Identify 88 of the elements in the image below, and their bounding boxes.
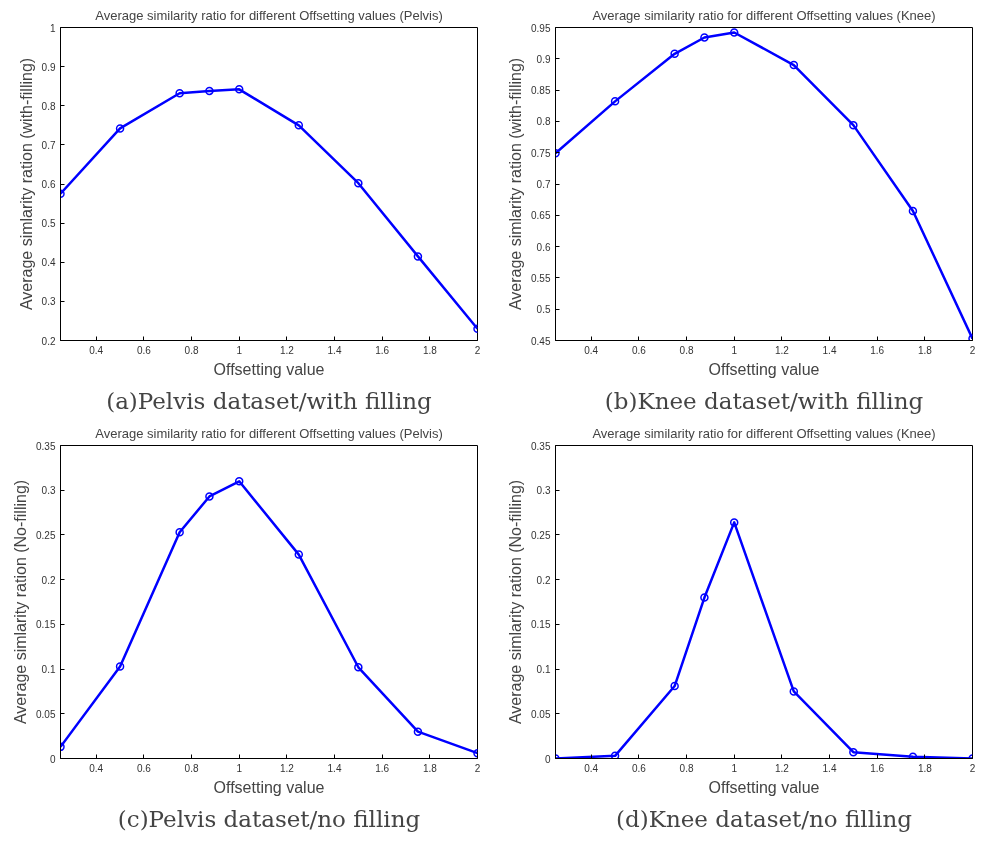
text: (b)Knee dataset/with filling	[604, 387, 924, 414]
y-tick-label: 0.2	[41, 574, 56, 586]
x-tick-label: 1	[731, 344, 738, 356]
y-tick-label: 0.9	[41, 61, 56, 73]
y-tick-label: 1	[49, 22, 56, 34]
y-tick-label: 0.65	[531, 210, 551, 222]
x-axis-title: Offsetting value	[213, 360, 325, 378]
y-tick-label: 0.35	[531, 440, 551, 452]
y-tick-label: 0.2	[536, 574, 551, 586]
x-tick-label: 1.6	[375, 344, 390, 356]
x-tick-label: 1.2	[279, 762, 295, 774]
y-tick-label: 0.5	[536, 304, 551, 316]
y-tick-label: 0.35	[36, 440, 56, 452]
y-tick-label: 0.4	[41, 257, 56, 269]
x-axis-title: Offsetting value	[213, 778, 325, 796]
y-tick-label: 0.7	[41, 139, 56, 151]
x-tick-label: 1.8	[917, 762, 933, 774]
x-tick-label: 1.6	[375, 762, 390, 774]
x-tick-label: 1.2	[774, 762, 790, 774]
text: (c)Pelvis dataset/no filling	[117, 805, 421, 832]
y-tick-label: 0.7	[536, 179, 551, 190]
y-tick-label: 0.5	[41, 218, 56, 230]
x-tick-label: 0.8	[679, 344, 694, 356]
y-tick-label: 0.75	[531, 147, 551, 159]
x-tick-label: 0.8	[184, 762, 199, 774]
y-axis-title: Average simlarity ration (No-filling)	[12, 479, 30, 725]
y-tick-label: 0.95	[531, 22, 551, 34]
x-tick-label: 0.4	[89, 344, 104, 356]
chart-title: Average similarity ratio for different Offsetting values (Pelvis)	[95, 7, 443, 23]
y-tick-label: 0.1	[536, 664, 551, 676]
x-tick-label: 1.2	[774, 344, 790, 356]
x-tick-label: 1.8	[917, 344, 933, 356]
y-axis-title: Average simlarity ration (No-filling)	[507, 479, 525, 725]
y-tick-label: 0.6	[41, 179, 56, 190]
y-tick-label: 0.3	[41, 296, 56, 308]
y-axis-title: Average simlarity ration (with-filling)	[507, 57, 525, 311]
x-tick-label: 1.6	[870, 344, 885, 356]
x-axis-title: Offsetting value	[708, 360, 820, 378]
x-tick-label: 0.6	[631, 762, 647, 774]
y-tick-label: 0.25	[531, 529, 551, 541]
x-tick-label: 0.6	[136, 344, 152, 356]
x-tick-label: 1.4	[327, 344, 342, 356]
y-tick-label: 0.15	[531, 619, 551, 631]
x-tick-label: 1.4	[822, 762, 837, 774]
x-tick-label: 2	[969, 344, 976, 356]
x-tick-label: 0.4	[584, 762, 599, 774]
y-tick-label: 0.6	[536, 241, 551, 253]
y-tick-label: 0	[49, 753, 56, 765]
y-tick-label: 0.3	[41, 485, 56, 497]
y-tick-label: 0.8	[536, 116, 551, 128]
x-tick-label: 0.8	[679, 762, 694, 774]
x-tick-label: 1	[236, 344, 243, 356]
x-tick-label: 1.8	[422, 344, 438, 356]
text: (a)Pelvis dataset/with filling	[106, 387, 433, 414]
y-tick-label: 0.2	[41, 335, 56, 347]
x-tick-label: 1	[236, 762, 243, 774]
chart-title: Average similarity ratio for different Offsetting values (Pelvis)	[95, 425, 443, 441]
y-tick-label: 0	[544, 753, 551, 765]
y-tick-label: 0.8	[41, 100, 56, 112]
x-tick-label: 2	[969, 762, 976, 774]
y-tick-label: 0.05	[36, 708, 56, 720]
x-tick-label: 1	[731, 762, 738, 774]
y-tick-label: 0.25	[36, 529, 56, 541]
x-axis-title: Offsetting value	[708, 778, 820, 796]
x-tick-label: 1.8	[422, 762, 438, 774]
y-tick-label: 0.45	[531, 335, 551, 347]
x-tick-label: 0.4	[89, 762, 104, 774]
y-tick-label: 0.55	[531, 272, 551, 284]
y-tick-label: 0.9	[536, 53, 551, 65]
text: (d)Knee dataset/no filling	[616, 805, 913, 832]
x-tick-label: 1.4	[822, 344, 837, 356]
x-tick-label: 0.8	[184, 344, 199, 356]
x-tick-label: 1.2	[279, 344, 295, 356]
x-tick-label: 2	[474, 344, 481, 356]
x-tick-label: 1.4	[327, 762, 342, 774]
x-tick-label: 0.4	[584, 344, 599, 356]
y-tick-label: 0.85	[531, 85, 551, 97]
y-tick-label: 0.3	[536, 485, 551, 497]
y-tick-label: 0.05	[531, 708, 551, 720]
y-tick-label: 0.15	[36, 619, 56, 631]
y-axis-title: Average simlarity ration (with-filling)	[17, 57, 35, 311]
y-tick-label: 0.1	[41, 664, 56, 676]
x-tick-label: 1.6	[870, 762, 885, 774]
x-tick-label: 0.6	[631, 344, 647, 356]
x-tick-label: 0.6	[136, 762, 152, 774]
x-tick-label: 2	[474, 762, 481, 774]
chart-title: Average similarity ratio for different Offsetting values (Knee)	[592, 425, 936, 441]
chart-title: Average similarity ratio for different Offsetting values (Knee)	[592, 7, 936, 23]
